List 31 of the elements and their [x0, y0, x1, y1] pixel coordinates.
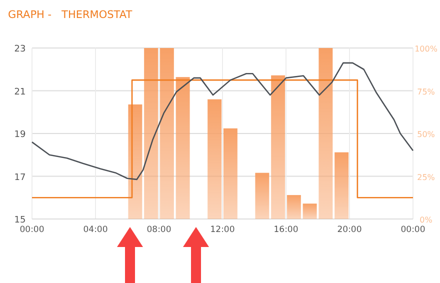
bar	[208, 99, 222, 219]
bar	[176, 77, 190, 219]
y-tick-label: 21	[14, 87, 26, 98]
y-tick-label: 19	[14, 130, 26, 140]
chart-title: GRAPH - THERMOSTAT	[8, 9, 133, 21]
bar	[334, 152, 349, 219]
y2-tick-label: 50%	[417, 130, 436, 139]
bar	[128, 104, 142, 219]
bar	[271, 75, 286, 219]
x-tick-label: 12:00	[210, 225, 235, 235]
bar	[255, 172, 270, 219]
bar	[160, 48, 174, 219]
bar	[302, 204, 317, 219]
x-tick-label: 04:00	[83, 225, 108, 235]
x-tick-label: 16:00	[274, 225, 298, 235]
y2-tick-label: 25%	[417, 172, 436, 182]
x-tick-label: 00:00	[20, 225, 44, 235]
bar	[318, 48, 333, 219]
y2-tick-label: 100%	[414, 44, 438, 54]
y2-tick-label: 0%	[420, 216, 433, 224]
x-tick-label: 20:00	[337, 225, 362, 235]
bar	[223, 128, 238, 219]
y2-tick-label: 75%	[417, 87, 436, 96]
bar	[144, 48, 158, 219]
y-tick-label: 15	[14, 216, 26, 226]
line-series	[31, 62, 414, 180]
y-tick-label: 17	[14, 172, 26, 183]
x-tick-label: 08:00	[146, 225, 172, 235]
bar	[286, 195, 301, 219]
y-tick-label: 23	[14, 44, 26, 54]
x-tick-label: 00:00	[400, 225, 426, 235]
